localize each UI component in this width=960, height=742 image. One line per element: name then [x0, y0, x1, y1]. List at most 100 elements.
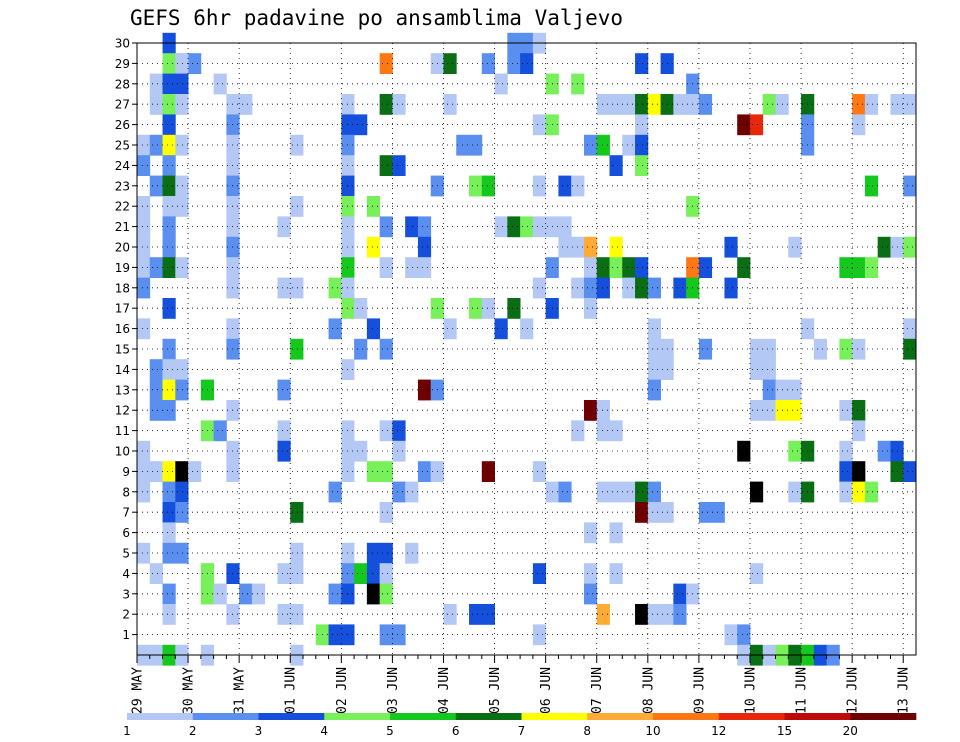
heatmap-cell	[839, 481, 853, 503]
colorbar-swatch	[324, 713, 391, 720]
heatmap-cell	[749, 114, 764, 136]
x-tick-label: 06 JUN	[539, 667, 554, 714]
heatmap-cell	[635, 94, 649, 115]
heatmap-cell	[583, 583, 598, 605]
colorbar-label: 15	[777, 724, 792, 738]
colorbar-swatch	[653, 713, 720, 720]
heatmap-cell	[583, 563, 598, 584]
heatmap-cell	[149, 400, 163, 421]
heatmap-cell	[852, 114, 866, 136]
heatmap-cell	[354, 338, 368, 360]
heatmap-cell	[354, 440, 368, 462]
heatmap-cell	[251, 583, 266, 605]
heatmap-cell	[443, 604, 457, 625]
heatmap-cell	[647, 277, 661, 299]
heatmap-cell	[162, 338, 176, 360]
heatmap-cell	[520, 216, 534, 238]
heatmap-cell	[328, 318, 342, 340]
y-tick-label: 29	[115, 57, 130, 71]
heatmap-cell	[417, 236, 432, 258]
heatmap-cell	[749, 563, 764, 584]
heatmap-cell	[354, 298, 368, 319]
heatmap-cell	[277, 277, 291, 299]
heatmap-cell	[864, 481, 879, 503]
heatmap-cell	[405, 257, 419, 278]
heatmap-cell	[635, 53, 649, 74]
heatmap-cell	[647, 604, 661, 625]
heatmap-cell	[162, 114, 176, 136]
y-tick-label: 8	[122, 485, 130, 499]
heatmap-cell	[188, 53, 202, 74]
heatmap-cell	[583, 134, 598, 156]
heatmap-cell	[277, 379, 291, 401]
heatmap-cell	[622, 134, 636, 156]
heatmap-cell	[737, 440, 751, 462]
heatmap-cell	[328, 481, 342, 503]
heatmap-cell	[762, 359, 776, 380]
heatmap-cell	[277, 420, 291, 442]
heatmap-cell	[162, 236, 176, 258]
y-tick-label: 7	[122, 506, 130, 520]
heatmap-cell	[149, 563, 163, 584]
heatmap-cell	[162, 502, 176, 523]
heatmap-cell	[647, 379, 661, 401]
heatmap-cell	[647, 502, 661, 523]
heatmap-cell	[903, 175, 917, 197]
heatmap-cell	[213, 420, 227, 442]
heatmap-cell	[596, 257, 610, 278]
heatmap-cell	[558, 236, 572, 258]
heatmap-cell	[558, 175, 572, 197]
heatmap-cell	[839, 257, 853, 278]
heatmap-cell	[839, 400, 853, 421]
heatmap-cell	[788, 400, 802, 421]
heatmap-cell	[839, 461, 853, 482]
heatmap-cell	[788, 481, 802, 503]
heatmap-cell	[175, 481, 189, 503]
heatmap-cell	[137, 277, 151, 299]
heatmap-cell	[698, 338, 713, 360]
heatmap-cell	[137, 257, 151, 278]
heatmap-cell	[673, 277, 687, 299]
heatmap-cell	[137, 481, 151, 503]
heatmap-cell	[609, 94, 623, 115]
heatmap-cell	[162, 196, 176, 217]
heatmap-cell	[647, 481, 661, 503]
x-tick-label: 01 JUN	[284, 667, 299, 714]
heatmap-cell	[175, 542, 189, 564]
heatmap-cell	[749, 481, 764, 503]
heatmap-cell	[609, 236, 623, 258]
heatmap-cell	[379, 542, 393, 564]
heatmap-cell	[188, 461, 202, 482]
x-tick-label: 07 JUN	[590, 667, 605, 714]
heatmap-cell	[162, 53, 176, 74]
heatmap-cell	[583, 298, 598, 319]
colorbar-swatch	[455, 713, 522, 720]
heatmap-cell	[647, 94, 661, 115]
heatmap-cell	[698, 257, 713, 278]
heatmap-cell	[494, 73, 508, 95]
y-tick-label: 20	[115, 241, 130, 255]
heatmap-cell	[724, 236, 738, 258]
heatmap-cell	[366, 583, 381, 605]
heatmap-cell	[379, 461, 393, 482]
heatmap-cell	[354, 563, 368, 584]
heatmap-cell	[494, 318, 508, 340]
heatmap-cell	[162, 216, 176, 238]
y-tick-label: 21	[115, 220, 130, 234]
heatmap-cell	[609, 155, 623, 176]
heatmap-cell	[175, 134, 189, 156]
y-tick-label: 25	[115, 139, 130, 153]
heatmap-cell	[749, 359, 764, 380]
y-axis: 1234567891011121314151617181920212223242…	[115, 37, 137, 642]
heatmap-cell	[903, 338, 917, 360]
heatmap-cell	[622, 257, 636, 278]
y-tick-label: 10	[115, 445, 130, 459]
heatmap-cell	[469, 604, 483, 625]
heatmap-cell	[379, 94, 393, 115]
heatmap-cell	[379, 624, 393, 646]
heatmap-cell	[162, 257, 176, 278]
heatmap-cell	[405, 481, 419, 503]
heatmap-cell	[149, 379, 163, 401]
heatmap-cell	[379, 583, 393, 605]
heatmap-cell	[469, 134, 483, 156]
